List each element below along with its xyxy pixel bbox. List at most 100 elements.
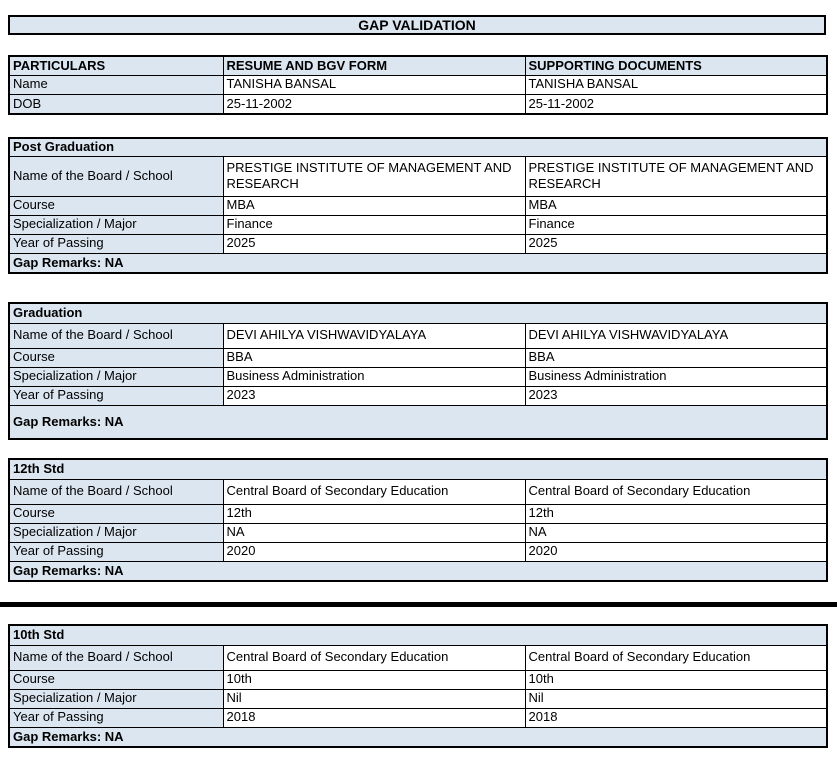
section-title: 12th Std xyxy=(8,458,828,480)
table-row: Name of the Board / School Central Board… xyxy=(8,478,828,505)
row-label-cell: Course xyxy=(8,503,224,524)
supporting-value-cell: TANISHA BANSAL xyxy=(524,74,828,95)
resume-value-cell: NA xyxy=(222,522,526,543)
row-label-cell: Year of Passing xyxy=(8,385,224,406)
table-row: Specialization / Major Business Administ… xyxy=(8,366,828,387)
row-label-cell: Name xyxy=(8,74,224,95)
table-row: Specialization / Major Nil Nil xyxy=(8,688,828,709)
row-label-cell: Specialization / Major xyxy=(8,214,224,235)
graduation-table: Graduation Name of the Board / School DE… xyxy=(8,302,828,440)
row-label-cell: Name of the Board / School xyxy=(8,478,224,505)
supporting-value-cell: 2020 xyxy=(524,541,828,562)
resume-value-cell: 2020 xyxy=(222,541,526,562)
section-title-row: 10th Std xyxy=(8,624,828,646)
column-header-supporting: SUPPORTING DOCUMENTS xyxy=(524,55,828,76)
supporting-value-cell: 25-11-2002 xyxy=(524,93,828,115)
table-row: Name of the Board / School DEVI AHILYA V… xyxy=(8,322,828,349)
supporting-value-cell: Business Administration xyxy=(524,366,828,387)
supporting-value-cell: NA xyxy=(524,522,828,543)
table-row: Specialization / Major Finance Finance xyxy=(8,214,828,235)
row-label-cell: Course xyxy=(8,347,224,368)
table-row: Course 10th 10th xyxy=(8,669,828,690)
row-label-cell: Specialization / Major xyxy=(8,522,224,543)
resume-value-cell: 12th xyxy=(222,503,526,524)
twelfth-std-table: 12th Std Name of the Board / School Cent… xyxy=(8,458,828,582)
resume-value-cell: Business Administration xyxy=(222,366,526,387)
row-label-cell: Year of Passing xyxy=(8,541,224,562)
gap-remarks: Gap Remarks: NA xyxy=(8,726,828,748)
section-title-row: Post Graduation xyxy=(8,137,828,157)
supporting-value-cell: 10th xyxy=(524,669,828,690)
table-row: Course MBA MBA xyxy=(8,195,828,216)
supporting-value-cell: 2023 xyxy=(524,385,828,406)
row-label-cell: Name of the Board / School xyxy=(8,155,224,197)
resume-value-cell: 2023 xyxy=(222,385,526,406)
post-graduation-table: Post Graduation Name of the Board / Scho… xyxy=(8,137,828,274)
supporting-value-cell: BBA xyxy=(524,347,828,368)
row-label-cell: Year of Passing xyxy=(8,233,224,254)
row-label-cell: Course xyxy=(8,669,224,690)
resume-value-cell: Finance xyxy=(222,214,526,235)
supporting-value-cell: Central Board of Secondary Education xyxy=(524,644,828,671)
row-label-cell: Course xyxy=(8,195,224,216)
supporting-value-cell: Nil xyxy=(524,688,828,709)
row-label-cell: Name of the Board / School xyxy=(8,644,224,671)
supporting-value-cell: Finance xyxy=(524,214,828,235)
resume-value-cell: 2018 xyxy=(222,707,526,728)
tenth-std-table: 10th Std Name of the Board / School Cent… xyxy=(8,624,828,748)
resume-value-cell: DEVI AHILYA VISHWAVIDYALAYA xyxy=(222,322,526,349)
resume-value-cell: Central Board of Secondary Education xyxy=(222,644,526,671)
summary-table: PARTICULARS RESUME AND BGV FORM SUPPORTI… xyxy=(8,55,828,115)
gap-remarks-row: Gap Remarks: NA xyxy=(8,404,828,440)
resume-value-cell: 10th xyxy=(222,669,526,690)
page-break-line xyxy=(0,602,837,607)
table-row: Name of the Board / School Central Board… xyxy=(8,644,828,671)
supporting-value-cell: Central Board of Secondary Education xyxy=(524,478,828,505)
column-header-particulars: PARTICULARS xyxy=(8,55,224,76)
supporting-value-cell: 12th xyxy=(524,503,828,524)
resume-value-cell: Nil xyxy=(222,688,526,709)
table-row: Year of Passing 2018 2018 xyxy=(8,707,828,728)
section-title: Post Graduation xyxy=(8,137,828,157)
table-header-row: PARTICULARS RESUME AND BGV FORM SUPPORTI… xyxy=(8,55,828,76)
section-title: 10th Std xyxy=(8,624,828,646)
supporting-value-cell: DEVI AHILYA VISHWAVIDYALAYA xyxy=(524,322,828,349)
resume-value-cell: Central Board of Secondary Education xyxy=(222,478,526,505)
table-row: Course 12th 12th xyxy=(8,503,828,524)
gap-remarks-row: Gap Remarks: NA xyxy=(8,726,828,748)
row-label-cell: Year of Passing xyxy=(8,707,224,728)
section-title-row: Graduation xyxy=(8,302,828,324)
row-label-cell: Specialization / Major xyxy=(8,366,224,387)
resume-value-cell: TANISHA BANSAL xyxy=(222,74,526,95)
resume-value-cell: PRESTIGE INSTITUTE OF MANAGEMENT AND RES… xyxy=(222,155,526,197)
supporting-value-cell: 2025 xyxy=(524,233,828,254)
table-row: Name of the Board / School PRESTIGE INST… xyxy=(8,155,828,197)
table-row: DOB 25-11-2002 25-11-2002 xyxy=(8,93,828,115)
row-label-cell: DOB xyxy=(8,93,224,115)
table-row: Year of Passing 2020 2020 xyxy=(8,541,828,562)
section-title: Graduation xyxy=(8,302,828,324)
resume-value-cell: 25-11-2002 xyxy=(222,93,526,115)
resume-value-cell: MBA xyxy=(222,195,526,216)
gap-remarks: Gap Remarks: NA xyxy=(8,560,828,582)
resume-value-cell: 2025 xyxy=(222,233,526,254)
supporting-value-cell: 2018 xyxy=(524,707,828,728)
gap-remarks: Gap Remarks: NA xyxy=(8,404,828,440)
table-row: Course BBA BBA xyxy=(8,347,828,368)
gap-remarks-row: Gap Remarks: NA xyxy=(8,252,828,274)
row-label-cell: Specialization / Major xyxy=(8,688,224,709)
gap-remarks: Gap Remarks: NA xyxy=(8,252,828,274)
table-row: Specialization / Major NA NA xyxy=(8,522,828,543)
resume-value-cell: BBA xyxy=(222,347,526,368)
supporting-value-cell: MBA xyxy=(524,195,828,216)
gap-remarks-row: Gap Remarks: NA xyxy=(8,560,828,582)
table-row: Year of Passing 2025 2025 xyxy=(8,233,828,254)
page-title: GAP VALIDATION xyxy=(8,15,826,35)
section-title-row: 12th Std xyxy=(8,458,828,480)
supporting-value-cell: PRESTIGE INSTITUTE OF MANAGEMENT AND RES… xyxy=(524,155,828,197)
table-row: Year of Passing 2023 2023 xyxy=(8,385,828,406)
column-header-resume: RESUME AND BGV FORM xyxy=(222,55,526,76)
table-row: Name TANISHA BANSAL TANISHA BANSAL xyxy=(8,74,828,95)
row-label-cell: Name of the Board / School xyxy=(8,322,224,349)
